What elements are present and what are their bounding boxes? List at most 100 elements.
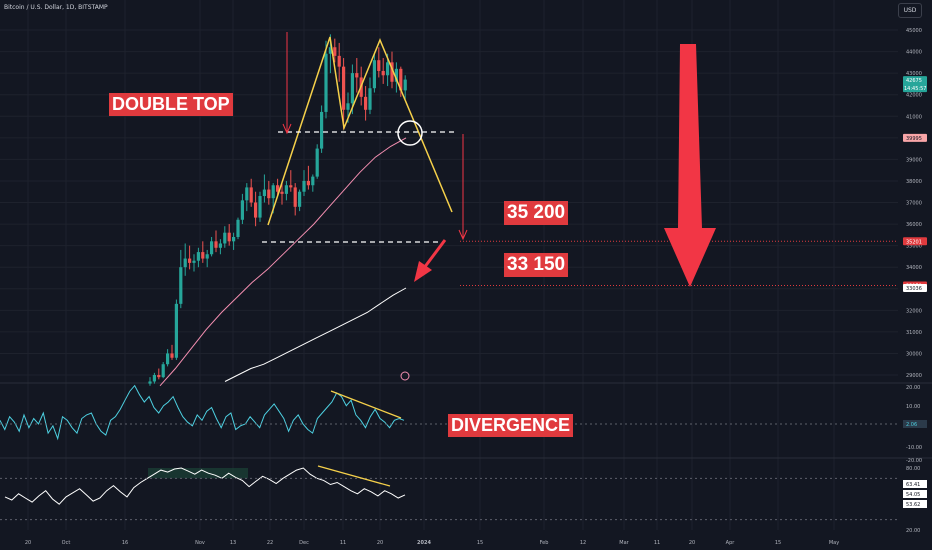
time-axis-label: 11 — [654, 540, 660, 546]
candle-body — [271, 185, 275, 199]
price-tag-text: 33036 — [906, 286, 922, 292]
price-tag-text: 42675 — [906, 78, 922, 84]
overbought-zone — [148, 468, 248, 479]
candle-body — [258, 196, 262, 218]
candle-body — [368, 88, 372, 110]
breakdown-circle — [397, 120, 423, 146]
candle-body — [311, 176, 315, 186]
candle-body — [302, 180, 306, 192]
candle-body — [192, 260, 196, 263]
candle-body — [232, 237, 236, 242]
time-axis-label: 13 — [230, 540, 236, 546]
grid-lines — [0, 0, 898, 530]
time-axis[interactable]: 20 Oct 16 Nov 13 22 Dec 11 20 2024 15 Feb 12 Mar 11 20 A… — [25, 540, 839, 546]
price-axis-label: 37000 — [906, 201, 922, 207]
price-axis-label: 42000 — [906, 93, 922, 99]
thin-arrow-target-head — [458, 229, 468, 241]
time-axis-label: 11 — [340, 540, 346, 546]
osc1-axis-label: 20.00 — [906, 385, 920, 391]
event-marker — [400, 371, 410, 381]
divergence-line-osc2 — [317, 465, 391, 487]
big-down-arrow — [664, 44, 716, 287]
price-axis-label: 38000 — [906, 179, 922, 185]
osc2-value-text: 53.62 — [906, 502, 920, 508]
candle-body — [364, 96, 368, 110]
time-axis-label: 20 — [25, 540, 31, 546]
time-axis-label: 12 — [580, 540, 586, 546]
time-axis-label: Apr — [726, 540, 736, 546]
candle-body — [196, 252, 200, 261]
diagonal-arrow-shaft — [422, 239, 447, 269]
candle-body — [315, 148, 319, 177]
candle-body — [386, 62, 390, 76]
candle-body — [280, 191, 284, 194]
double-top-zigzag — [267, 36, 453, 226]
price-axis-label: 41000 — [906, 114, 922, 120]
candle-body — [284, 185, 288, 194]
candle-body — [324, 53, 328, 112]
price-axis-label: 30000 — [906, 351, 922, 357]
price-axis[interactable]: 20.00 10.00 -10.00 -20.00 80.00 20.00 2.06 63.4… — [903, 28, 927, 534]
currency-button[interactable]: USD — [898, 3, 922, 18]
price-axis-label: 36000 — [906, 222, 922, 228]
osc2-value-text: 54.05 — [906, 492, 920, 498]
osc2-value-tag — [903, 480, 927, 488]
candle-body — [254, 202, 258, 218]
osc1-axis-label: 10.00 — [906, 404, 920, 410]
price-tag-text: 39995 — [906, 136, 922, 142]
time-axis-label: 22 — [267, 540, 273, 546]
ma-slow-line — [224, 287, 407, 382]
candle-body — [306, 180, 310, 186]
candle-body — [218, 243, 222, 248]
price-axis-label: 39000 — [906, 157, 922, 163]
osc1-value-tag — [903, 420, 927, 428]
candle-body — [377, 60, 381, 71]
candle-body — [170, 353, 174, 358]
candle-body — [267, 189, 271, 199]
target-33150-label: 33 150 — [504, 253, 569, 277]
candle-body — [276, 185, 280, 192]
candle-body — [262, 189, 266, 197]
double-top-label: DOUBLE TOP — [109, 93, 233, 116]
candle-body — [227, 232, 231, 242]
time-axis-label: Nov — [195, 540, 205, 546]
osc2-axis-label: 80.00 — [906, 466, 920, 472]
osc1-value-text: 2.06 — [906, 422, 917, 428]
candle-body — [210, 241, 214, 255]
price-tag-countdown: 14:45:57 — [904, 86, 926, 92]
price-tag — [903, 133, 927, 142]
candle-body — [328, 47, 332, 54]
osc1-axis-label: -10.00 — [906, 445, 922, 451]
price-axis-label: 32000 — [906, 308, 922, 314]
candle-body — [355, 73, 359, 78]
candle-body — [157, 375, 161, 378]
osc1-axis-label: -20.00 — [906, 458, 922, 464]
osc2-value-text: 63.41 — [906, 482, 920, 488]
osc2-axis-label: 20.00 — [906, 528, 920, 534]
candle-body — [188, 258, 192, 263]
symbol-title: Bitcoin / U.S. Dollar, 1D, BITSTAMP — [4, 4, 108, 11]
candle-body — [350, 73, 354, 104]
candle-body — [179, 267, 183, 304]
time-axis-label: 15 — [775, 540, 781, 546]
candle-body — [399, 68, 403, 91]
pattern-overlay — [262, 32, 898, 487]
candle-body — [236, 219, 240, 237]
time-axis-label: 16 — [122, 540, 128, 546]
price-axis-label: 29000 — [906, 373, 922, 379]
candle-body — [174, 303, 178, 358]
target-35200-label: 35 200 — [504, 201, 569, 225]
candle-body — [201, 252, 205, 259]
candle-body — [245, 187, 249, 201]
time-axis-label: 20 — [689, 540, 695, 546]
candle-body — [205, 254, 209, 259]
price-axis-label: 35000 — [906, 244, 922, 250]
ma-fast-line — [159, 137, 407, 387]
price-tag — [903, 237, 927, 246]
time-axis-label: 2024 — [417, 540, 431, 546]
time-axis-label: Mar — [619, 540, 629, 546]
candle-body — [372, 60, 376, 89]
candle-body — [333, 47, 337, 56]
divergence-label: DIVERGENCE — [448, 414, 574, 437]
